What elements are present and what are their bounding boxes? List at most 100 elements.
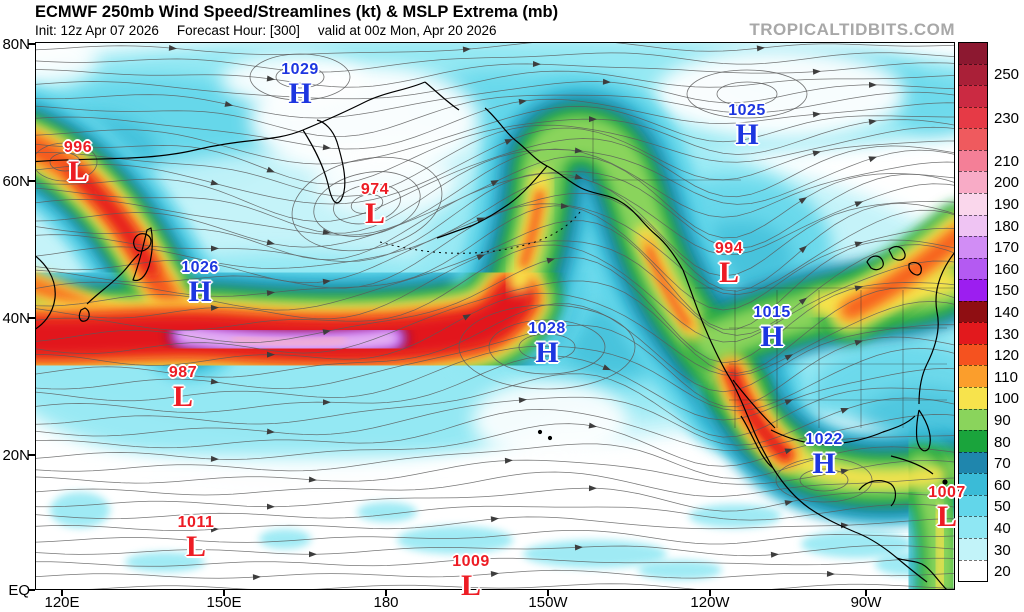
pressure-value: 1025	[728, 102, 766, 119]
pressure-letter: L	[172, 380, 194, 413]
colorbar-cell-230	[959, 85, 987, 107]
colorbar-tick-80: 80	[994, 433, 1011, 451]
pressure-letter: L	[460, 569, 481, 602]
pressure-value: 1026	[181, 259, 219, 276]
colorbar-tick-40: 40	[994, 520, 1011, 537]
pressure-letter: H	[288, 77, 312, 110]
pressure-letter: H	[812, 447, 836, 480]
init-time: Init: 12z Apr 07 2026	[35, 23, 159, 38]
colorbar-tick-150: 150	[994, 282, 1020, 300]
colorbar-tick-20: 20	[994, 563, 1011, 581]
forecast-hour: Forecast Hour: [300]	[176, 23, 300, 38]
pressure-marker-987L: 987 L	[169, 365, 197, 412]
colorbar	[958, 42, 988, 582]
colorbar-tick-140: 140	[994, 304, 1020, 321]
pressure-marker-1015H: 1015 H	[753, 305, 791, 352]
subtitle: Init: 12z Apr 07 2026 Forecast Hour: [300…	[35, 23, 515, 38]
y-axis-tick	[28, 180, 35, 182]
colorbar-cell-60	[959, 451, 987, 474]
y-axis-tick	[28, 317, 35, 319]
pressure-value: 994	[714, 240, 744, 257]
colorbar-cell-120	[959, 322, 987, 344]
colorbar-cell-below-20	[959, 559, 987, 582]
colorbar-cell-140	[959, 279, 987, 301]
pressure-marker-1011L: 1011 L	[178, 515, 215, 562]
colorbar-cell-160	[959, 236, 987, 258]
pressure-value: 1011	[177, 514, 215, 531]
pressure-letter: H	[535, 336, 559, 369]
x-axis-label-180: 180	[373, 594, 399, 611]
pressure-marker-1028H: 1028 H	[528, 321, 566, 368]
pressure-letter: L	[67, 155, 89, 188]
colorbar-tick-120: 120	[994, 347, 1020, 365]
pressure-letter: L	[364, 197, 386, 230]
pressure-value: 996	[63, 139, 93, 156]
x-axis-tick	[709, 590, 711, 596]
pressure-marker-994L: 994 L	[715, 241, 743, 288]
pressure-value: 974	[360, 181, 390, 198]
pressure-value: 1029	[281, 61, 319, 78]
colorbar-tick-130: 130	[994, 325, 1020, 343]
colorbar-cell-200	[959, 149, 987, 172]
pressure-value: 1015	[753, 304, 791, 321]
colorbar-tick-210: 210	[994, 152, 1020, 170]
y-axis-label-40N: 40N	[2, 310, 30, 327]
pressure-letter: H	[188, 275, 212, 308]
pressure-marker-1026H: 1026 H	[181, 260, 219, 307]
map-canvas	[35, 42, 955, 590]
y-axis-label-80N: 80N	[2, 36, 30, 53]
y-axis-label-20N: 20N	[2, 447, 30, 464]
pressure-letter: L	[936, 500, 957, 533]
colorbar-tick-30: 30	[994, 541, 1011, 559]
colorbar-tick-180: 180	[994, 217, 1020, 235]
x-axis-tick	[547, 590, 549, 596]
pressure-marker-1022H: 1022 H	[805, 432, 843, 479]
colorbar-cell-100	[959, 365, 987, 387]
pressure-letter: L	[718, 256, 740, 289]
colorbar-cell-80	[959, 408, 987, 431]
tropicaltidbits-watermark: TROPICALTIDBITS.COM	[749, 20, 955, 39]
y-axis-tick	[28, 43, 35, 45]
pressure-marker-1025H: 1025 H	[728, 103, 766, 150]
colorbar-cell-20	[959, 537, 987, 560]
pressure-letter: L	[185, 530, 206, 563]
colorbar-cell-240	[959, 63, 987, 86]
pressure-marker-1007L: 1007 L	[928, 485, 966, 532]
pressure-marker-996L: 996 L	[64, 140, 92, 187]
colorbar-cell-150	[959, 257, 987, 280]
colorbar-cell-210	[959, 128, 987, 150]
x-axis-label-120E: 120E	[44, 594, 80, 611]
x-axis-label-150E: 150E	[206, 594, 242, 611]
pressure-letter: H	[760, 320, 784, 353]
colorbar-cell-70	[959, 430, 987, 452]
colorbar-tick-100: 100	[994, 390, 1020, 408]
x-axis-tick	[61, 590, 63, 596]
x-axis-tick	[385, 590, 387, 596]
colorbar-tick-70: 70	[994, 455, 1011, 473]
colorbar-cell-110	[959, 343, 987, 366]
colorbar-tick-200: 200	[994, 174, 1020, 192]
colorbar-cell-250	[959, 43, 987, 64]
x-axis-tick	[865, 590, 867, 596]
pressure-marker-1029H: 1029 H	[281, 62, 319, 109]
y-axis-tick	[28, 589, 35, 591]
pressure-letter: H	[735, 118, 759, 151]
valid-time: valid at 00z Mon, Apr 20 2026	[317, 23, 497, 38]
pressure-marker-974L: 974 L	[361, 182, 389, 229]
colorbar-tick-190: 190	[994, 196, 1020, 213]
y-axis-label-60N: 60N	[2, 173, 30, 190]
colorbar-cell-190	[959, 171, 987, 193]
pressure-value: 987	[168, 364, 198, 381]
pressure-value: 1028	[528, 320, 566, 337]
x-axis-label-150W: 150W	[528, 594, 568, 611]
x-axis-tick	[223, 590, 225, 596]
y-axis-tick	[28, 454, 35, 456]
colorbar-cell-130	[959, 300, 987, 323]
colorbar-cell-220	[959, 106, 987, 129]
x-axis-label-120W: 120W	[690, 594, 730, 611]
pressure-value: 1009	[452, 553, 490, 570]
colorbar-cell-30	[959, 516, 987, 538]
colorbar-tick-250: 250	[994, 66, 1020, 84]
page-title: ECMWF 250mb Wind Speed/Streamlines (kt) …	[35, 3, 559, 21]
